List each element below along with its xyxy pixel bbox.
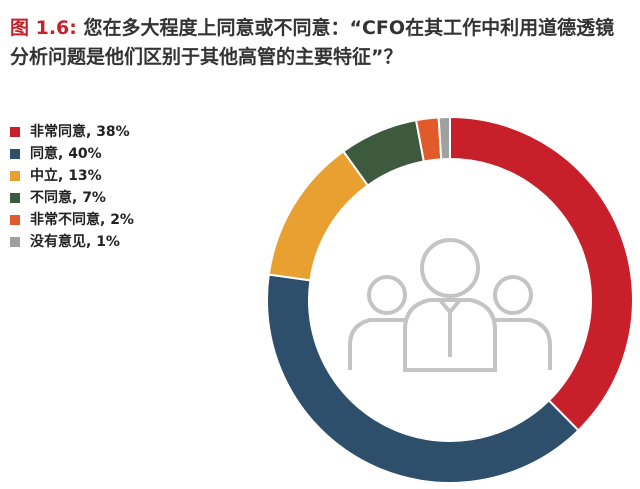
legend-label: 同意, 40% xyxy=(30,145,102,162)
legend-swatch xyxy=(10,127,20,137)
legend-swatch xyxy=(10,215,20,225)
legend-label: 中立, 13% xyxy=(30,167,102,184)
legend-label: 非常不同意, 2% xyxy=(30,211,134,228)
legend-swatch xyxy=(10,149,20,159)
donut-segment xyxy=(449,115,634,432)
donut-segment xyxy=(266,273,580,484)
donut-segment xyxy=(437,115,451,161)
legend-swatch xyxy=(10,193,20,203)
people-icon xyxy=(348,238,552,372)
title-text: 您在多大程度上同意或不同意：“CFO在其工作中利用道德透镜分析问题是他们区别于其… xyxy=(10,17,615,68)
legend-label: 不同意, 7% xyxy=(30,189,106,206)
legend-swatch xyxy=(10,237,20,247)
legend-label: 没有意见, 1% xyxy=(30,233,120,250)
chart-title: 图 1.6: 您在多大程度上同意或不同意：“CFO在其工作中利用道德透镜分析问题… xyxy=(10,14,630,72)
title-label: 图 1.6: xyxy=(10,17,77,39)
legend-label: 非常同意, 38% xyxy=(30,123,130,140)
donut-segment xyxy=(267,149,370,282)
legend-swatch xyxy=(10,171,20,181)
